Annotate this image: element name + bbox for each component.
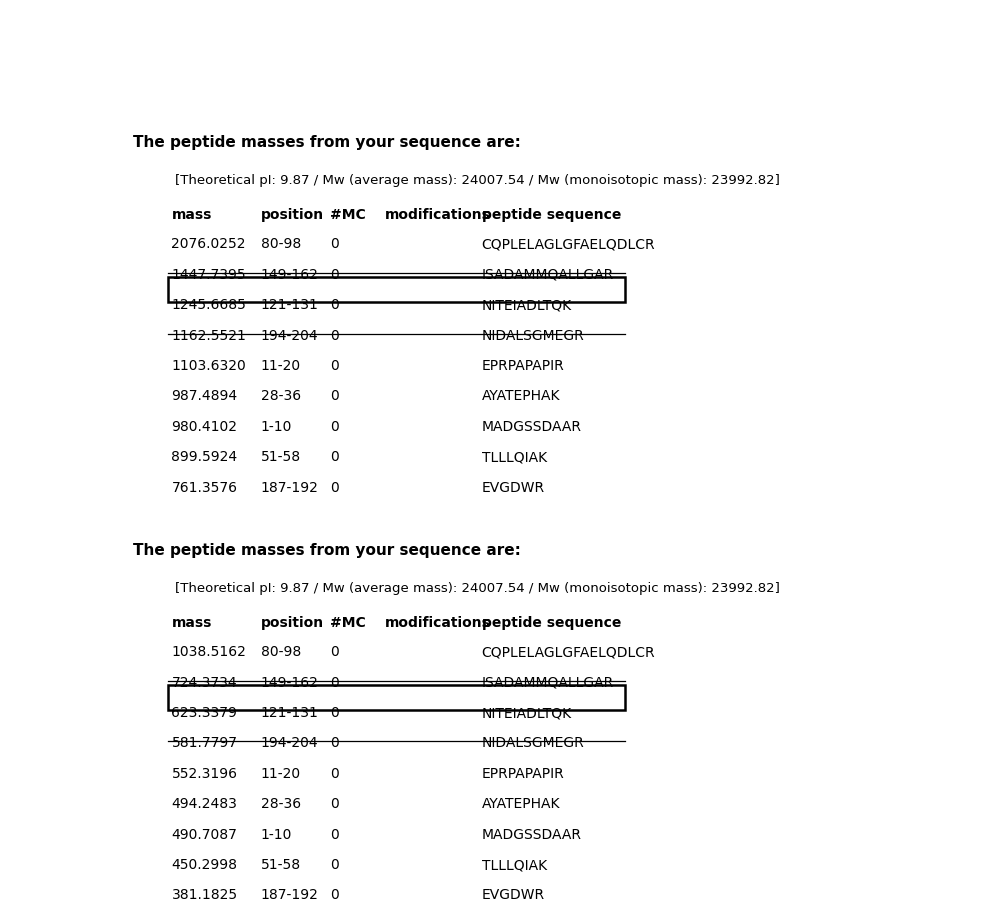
Text: #MC: #MC (330, 207, 366, 222)
Text: 0: 0 (330, 268, 339, 282)
Text: 0: 0 (330, 797, 339, 812)
Text: 0: 0 (330, 238, 339, 252)
Bar (168, 685, 625, 711)
Text: 11-20: 11-20 (261, 359, 301, 373)
Text: 187-192: 187-192 (261, 889, 318, 902)
Text: ISADAMMQALLGAR: ISADAMMQALLGAR (482, 676, 614, 689)
Text: MADGSSDAAR: MADGSSDAAR (482, 828, 582, 842)
Text: NIDALSGMEGR: NIDALSGMEGR (482, 736, 584, 750)
Text: 450.2998: 450.2998 (172, 858, 238, 872)
Text: 0: 0 (330, 858, 339, 872)
Text: EVGDWR: EVGDWR (482, 480, 545, 495)
Text: mass: mass (172, 207, 212, 222)
Text: 1245.6685: 1245.6685 (172, 298, 246, 312)
Text: 1-10: 1-10 (261, 828, 292, 842)
Text: 1103.6320: 1103.6320 (172, 359, 246, 373)
Text: AYATEPHAK: AYATEPHAK (482, 389, 560, 403)
Text: peptide sequence: peptide sequence (482, 616, 621, 630)
Text: NIDALSGMEGR: NIDALSGMEGR (482, 329, 584, 342)
Text: 899.5924: 899.5924 (172, 450, 238, 465)
Text: 51-58: 51-58 (261, 450, 301, 465)
Text: AYATEPHAK: AYATEPHAK (482, 797, 560, 812)
Text: mass: mass (172, 616, 212, 630)
Text: 1162.5521: 1162.5521 (172, 329, 246, 342)
Text: modifications: modifications (385, 616, 490, 630)
Text: 149-162: 149-162 (261, 268, 318, 282)
Text: CQPLELAGLGFAELQDLCR: CQPLELAGLGFAELQDLCR (482, 238, 655, 252)
Text: 1447.7395: 1447.7395 (172, 268, 246, 282)
Text: 0: 0 (330, 389, 339, 403)
Text: 0: 0 (330, 329, 339, 342)
Text: 0: 0 (330, 706, 339, 720)
Text: 1038.5162: 1038.5162 (172, 645, 246, 659)
Text: 11-20: 11-20 (261, 767, 301, 781)
Text: 0: 0 (330, 450, 339, 465)
Text: [Theoretical pI: 9.87 / Mw (average mass): 24007.54 / Mw (monoisotopic mass): 23: [Theoretical pI: 9.87 / Mw (average mass… (175, 582, 780, 595)
Text: MADGSSDAAR: MADGSSDAAR (482, 420, 582, 434)
Text: 490.7087: 490.7087 (172, 828, 237, 842)
Text: 0: 0 (330, 889, 339, 902)
Text: 761.3576: 761.3576 (172, 480, 238, 495)
Text: 28-36: 28-36 (261, 389, 301, 403)
Text: 1-10: 1-10 (261, 420, 292, 434)
Text: TLLLQIAK: TLLLQIAK (482, 858, 547, 872)
Text: modifications: modifications (385, 207, 490, 222)
Text: 0: 0 (330, 828, 339, 842)
Text: 2076.0252: 2076.0252 (172, 238, 246, 252)
Text: 494.2483: 494.2483 (172, 797, 237, 812)
Text: position: position (261, 616, 324, 630)
Text: 0: 0 (330, 767, 339, 781)
Text: 980.4102: 980.4102 (172, 420, 238, 434)
Text: 187-192: 187-192 (261, 480, 318, 495)
Text: NITEIADLTQK: NITEIADLTQK (482, 706, 572, 720)
Text: NITEIADLTQK: NITEIADLTQK (482, 298, 572, 312)
Text: peptide sequence: peptide sequence (482, 207, 621, 222)
Text: 623.3379: 623.3379 (172, 706, 237, 720)
Text: EVGDWR: EVGDWR (482, 889, 545, 902)
Text: 51-58: 51-58 (261, 858, 301, 872)
Text: EPRPAPAPIR: EPRPAPAPIR (482, 359, 564, 373)
Text: 121-131: 121-131 (261, 298, 318, 312)
Text: TLLLQIAK: TLLLQIAK (482, 450, 547, 465)
Text: 80-98: 80-98 (261, 645, 301, 659)
Text: 149-162: 149-162 (261, 676, 318, 689)
Bar (168, 277, 625, 302)
Text: 0: 0 (330, 298, 339, 312)
Text: position: position (261, 207, 324, 222)
Text: 381.1825: 381.1825 (172, 889, 238, 902)
Text: 28-36: 28-36 (261, 797, 301, 812)
Text: The peptide masses from your sequence are:: The peptide masses from your sequence ar… (133, 543, 521, 558)
Text: 194-204: 194-204 (261, 329, 318, 342)
Text: 724.3734: 724.3734 (172, 676, 237, 689)
Text: 0: 0 (330, 480, 339, 495)
Text: 121-131: 121-131 (261, 706, 318, 720)
Text: 552.3196: 552.3196 (172, 767, 238, 781)
Text: 80-98: 80-98 (261, 238, 301, 252)
Text: CQPLELAGLGFAELQDLCR: CQPLELAGLGFAELQDLCR (482, 645, 655, 659)
Text: 194-204: 194-204 (261, 736, 318, 750)
Text: 0: 0 (330, 645, 339, 659)
Text: 0: 0 (330, 736, 339, 750)
Text: #MC: #MC (330, 616, 366, 630)
Text: EPRPAPAPIR: EPRPAPAPIR (482, 767, 564, 781)
Text: 581.7797: 581.7797 (172, 736, 238, 750)
Text: ISADAMMQALLGAR: ISADAMMQALLGAR (482, 268, 614, 282)
Text: 0: 0 (330, 420, 339, 434)
Text: 0: 0 (330, 359, 339, 373)
Text: [Theoretical pI: 9.87 / Mw (average mass): 24007.54 / Mw (monoisotopic mass): 23: [Theoretical pI: 9.87 / Mw (average mass… (175, 174, 780, 186)
Text: The peptide masses from your sequence are:: The peptide masses from your sequence ar… (133, 135, 521, 150)
Text: 987.4894: 987.4894 (172, 389, 238, 403)
Text: 0: 0 (330, 676, 339, 689)
